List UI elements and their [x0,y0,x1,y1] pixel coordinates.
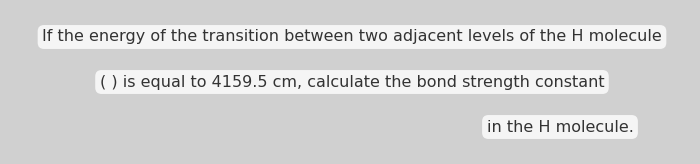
Text: in the H molecule.: in the H molecule. [486,120,634,134]
Text: ( ) is equal to 4159.5 cm, calculate the bond strength constant: ( ) is equal to 4159.5 cm, calculate the… [99,74,604,90]
Text: If the energy of the transition between two adjacent levels of the H molecule: If the energy of the transition between … [42,30,662,44]
